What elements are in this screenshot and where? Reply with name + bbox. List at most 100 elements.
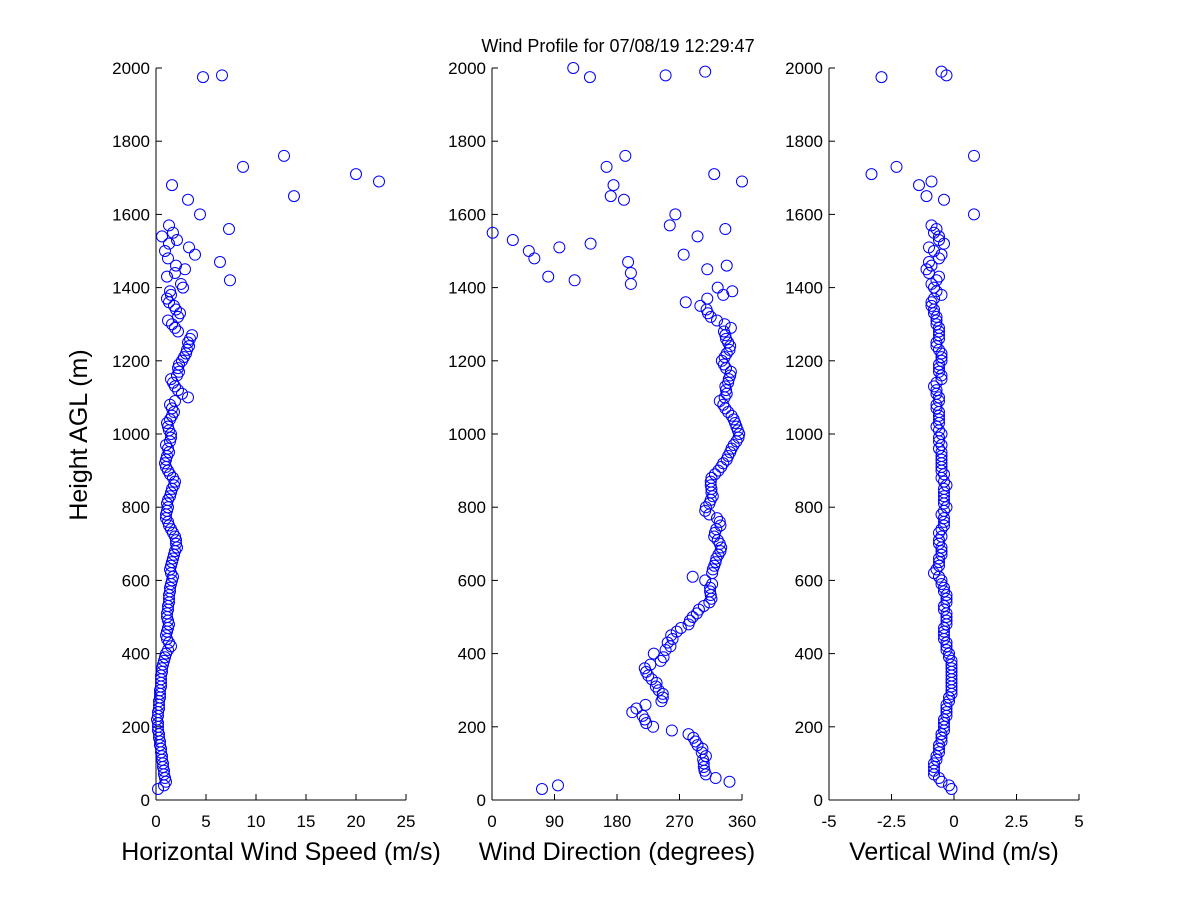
data-point xyxy=(663,219,676,232)
data-point xyxy=(506,234,519,247)
data-point xyxy=(194,208,206,221)
y-tick-label: 0 xyxy=(141,791,150,810)
data-point xyxy=(938,581,950,594)
data-point xyxy=(935,373,948,386)
data-point xyxy=(930,274,943,287)
y-tick-label: 1800 xyxy=(785,132,823,151)
data-point xyxy=(928,380,940,393)
data-point xyxy=(604,190,617,203)
y-tick-label: 1000 xyxy=(112,425,150,444)
data-point xyxy=(659,643,672,656)
y-tick-label: 200 xyxy=(795,718,823,737)
data-point xyxy=(661,636,674,649)
data-point xyxy=(709,556,722,569)
data-point xyxy=(159,457,171,470)
y-axis-label: Height AGL (m) xyxy=(65,349,93,520)
y-tick-label: 1000 xyxy=(785,425,823,444)
data-point xyxy=(933,413,945,426)
data-point xyxy=(166,179,178,192)
data-point xyxy=(161,625,173,638)
data-point xyxy=(935,351,948,364)
data-point xyxy=(176,387,188,400)
y-tick-label: 400 xyxy=(458,645,486,664)
data-point xyxy=(968,208,980,221)
data-point xyxy=(677,248,690,261)
data-point xyxy=(935,65,948,78)
data-point xyxy=(679,296,692,309)
data-point xyxy=(522,245,535,257)
data-point xyxy=(940,702,953,715)
data-point xyxy=(928,281,940,294)
data-point xyxy=(647,647,660,660)
data-point xyxy=(720,332,733,345)
data-point xyxy=(933,534,945,547)
data-point xyxy=(940,698,953,711)
data-point xyxy=(165,373,177,386)
data-point xyxy=(938,482,950,495)
data-point xyxy=(161,417,173,430)
data-point xyxy=(938,625,950,638)
data-point xyxy=(166,556,178,569)
data-point xyxy=(182,193,194,206)
data-point xyxy=(169,395,181,408)
chart-title: Wind Profile for 07/08/19 12:29:47 xyxy=(481,36,754,56)
x-tick-label: 10 xyxy=(247,812,266,831)
data-point xyxy=(935,428,948,440)
data-point xyxy=(714,545,727,558)
data-point xyxy=(182,391,194,404)
data-point xyxy=(162,252,174,265)
data-point xyxy=(624,277,637,290)
data-point xyxy=(617,193,630,206)
data-point xyxy=(600,160,613,173)
data-point xyxy=(933,391,945,404)
data-point xyxy=(160,453,172,466)
data-point xyxy=(607,179,620,192)
data-point xyxy=(938,585,950,598)
data-point xyxy=(943,651,955,664)
data-point xyxy=(720,384,733,397)
data-point xyxy=(664,640,677,653)
data-point xyxy=(647,720,660,733)
data-point xyxy=(720,259,733,272)
data-point xyxy=(164,563,176,576)
data-point xyxy=(913,179,925,192)
data-point xyxy=(945,783,958,796)
x-tick-label: 5 xyxy=(201,812,210,831)
data-point xyxy=(938,519,950,532)
data-point xyxy=(935,578,948,591)
data-point xyxy=(639,698,652,711)
data-point xyxy=(172,325,184,338)
data-point xyxy=(933,556,945,569)
data-point xyxy=(938,475,950,488)
data-point xyxy=(933,358,945,371)
data-point xyxy=(938,713,950,726)
data-point xyxy=(943,647,955,660)
data-point xyxy=(938,193,950,206)
data-point xyxy=(704,310,717,323)
data-point xyxy=(159,245,171,257)
data-point xyxy=(656,691,669,704)
data-point xyxy=(584,237,597,250)
data-point xyxy=(930,336,943,349)
data-point xyxy=(935,453,948,466)
data-point xyxy=(722,376,735,389)
data-point xyxy=(170,537,182,550)
data-point xyxy=(237,160,249,173)
data-point xyxy=(933,409,945,422)
data-point xyxy=(935,545,948,558)
data-point xyxy=(945,658,958,671)
data-point xyxy=(163,237,175,250)
data-point xyxy=(935,731,948,744)
y-tick-label: 1200 xyxy=(112,352,150,371)
data-point xyxy=(711,281,724,294)
data-point xyxy=(224,274,236,287)
y-tick-label: 200 xyxy=(458,718,486,737)
x-axis-label: Horizontal Wind Speed (m/s) xyxy=(121,838,441,866)
data-point xyxy=(167,226,179,239)
data-point xyxy=(163,219,175,232)
y-tick-label: 0 xyxy=(814,791,823,810)
y-tick-label: 800 xyxy=(122,498,150,517)
data-point xyxy=(940,479,953,492)
x-tick-label: 180 xyxy=(603,812,631,831)
